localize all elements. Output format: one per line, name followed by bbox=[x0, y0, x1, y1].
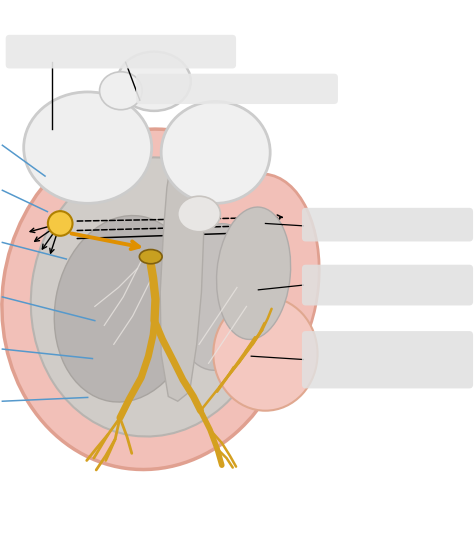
Ellipse shape bbox=[24, 92, 152, 204]
Ellipse shape bbox=[100, 72, 142, 110]
Polygon shape bbox=[160, 164, 204, 401]
FancyBboxPatch shape bbox=[136, 74, 338, 104]
Ellipse shape bbox=[213, 297, 318, 411]
Ellipse shape bbox=[193, 174, 319, 387]
FancyBboxPatch shape bbox=[302, 265, 473, 306]
Ellipse shape bbox=[2, 129, 297, 469]
Ellipse shape bbox=[178, 196, 220, 232]
Ellipse shape bbox=[139, 250, 162, 264]
FancyBboxPatch shape bbox=[6, 35, 236, 69]
FancyBboxPatch shape bbox=[302, 208, 473, 242]
Ellipse shape bbox=[54, 215, 197, 402]
Ellipse shape bbox=[174, 223, 262, 370]
Ellipse shape bbox=[161, 101, 270, 204]
Ellipse shape bbox=[217, 207, 291, 339]
FancyBboxPatch shape bbox=[302, 331, 473, 388]
Ellipse shape bbox=[117, 52, 191, 111]
Circle shape bbox=[48, 211, 73, 236]
Ellipse shape bbox=[31, 157, 273, 437]
